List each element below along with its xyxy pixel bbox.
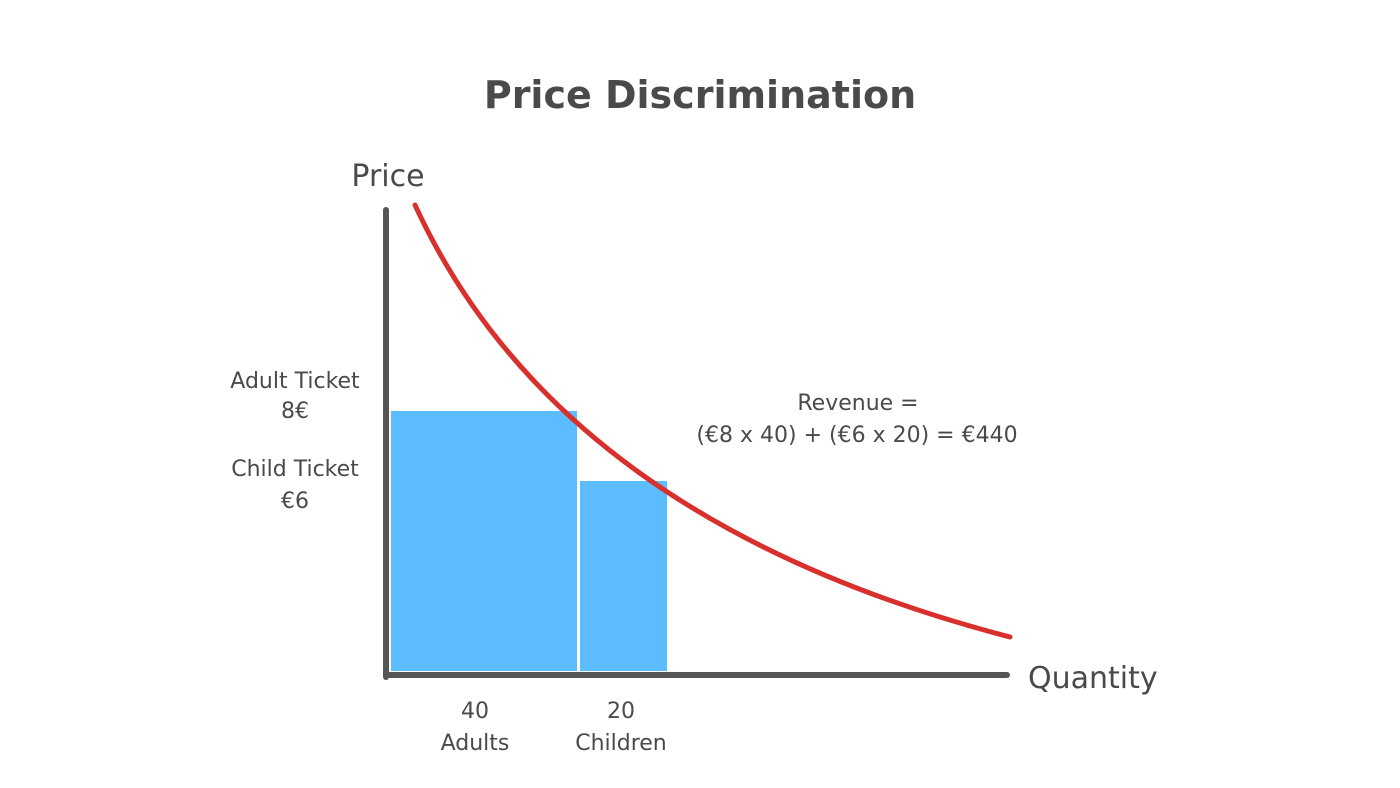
child-ticket-price: €6 <box>281 489 309 514</box>
children-label: Children <box>575 731 667 756</box>
child-ticket-label: Child Ticket <box>231 457 359 482</box>
adult-ticket-label: Adult Ticket <box>230 369 360 394</box>
adults-quantity: 40 <box>461 699 489 724</box>
x-axis-label: Quantity <box>1028 661 1158 696</box>
adults-label: Adults <box>441 731 510 756</box>
diagram-title: Price Discrimination <box>484 73 916 117</box>
adult-revenue-area <box>391 411 577 671</box>
demand-curve <box>412 202 1013 640</box>
revenue-heading: Revenue = <box>797 391 918 416</box>
adult-ticket-price: 8€ <box>281 399 309 424</box>
revenue-formula: (€8 x 40) + (€6 x 20) = €440 <box>696 423 1017 448</box>
child-revenue-area <box>580 481 667 671</box>
y-axis-label: Price <box>351 159 424 194</box>
children-quantity: 20 <box>607 699 635 724</box>
